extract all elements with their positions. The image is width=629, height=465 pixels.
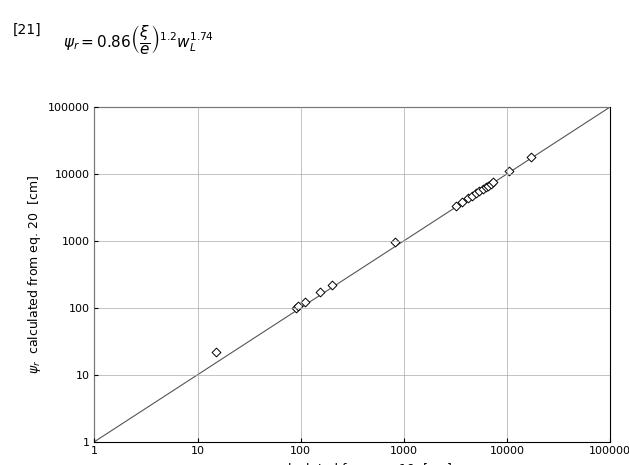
Y-axis label: $\psi_r$  calculated from eq. 20  [cm]: $\psi_r$ calculated from eq. 20 [cm] bbox=[26, 175, 43, 374]
Point bbox=[504, 167, 514, 175]
Point bbox=[477, 186, 487, 193]
Text: $\psi_r = 0.86\left(\dfrac{\xi}{e}\right)^{1.2} w_L^{1.74}$: $\psi_r = 0.86\left(\dfrac{\xi}{e}\right… bbox=[63, 23, 214, 56]
Point bbox=[526, 153, 536, 160]
Point bbox=[211, 348, 221, 356]
Point bbox=[471, 190, 481, 197]
Point bbox=[489, 179, 499, 186]
Point bbox=[291, 304, 301, 312]
Point bbox=[474, 187, 484, 195]
Point bbox=[481, 184, 491, 191]
Point bbox=[486, 180, 496, 187]
Point bbox=[463, 195, 473, 202]
Text: [21]: [21] bbox=[13, 23, 42, 37]
Point bbox=[451, 202, 461, 210]
Point bbox=[457, 199, 467, 206]
Point bbox=[326, 281, 337, 289]
X-axis label: $\psi_r$  calculated from eq. 19  [cm]: $\psi_r$ calculated from eq. 19 [cm] bbox=[253, 461, 452, 465]
Point bbox=[293, 302, 303, 310]
Point bbox=[390, 239, 400, 246]
Point bbox=[467, 192, 477, 199]
Point bbox=[315, 289, 325, 296]
Point bbox=[300, 299, 310, 306]
Point bbox=[483, 182, 493, 189]
